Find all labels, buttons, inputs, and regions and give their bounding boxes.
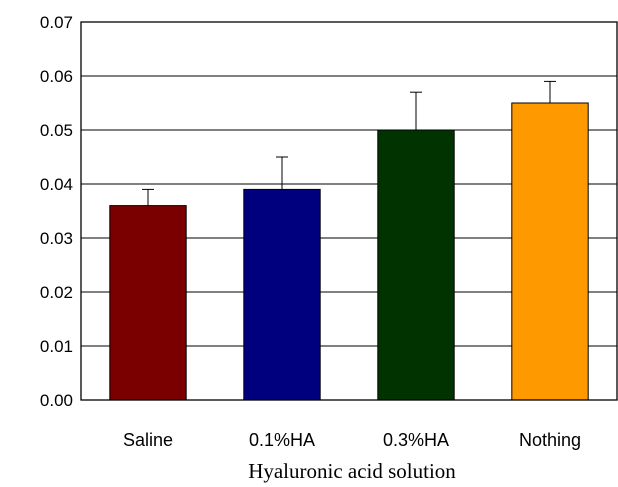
y-tick-label: 0.05 [40, 121, 73, 140]
y-tick-label: 0.02 [40, 283, 73, 302]
bar [377, 129, 455, 401]
x-tick-label: 0.3%HA [383, 430, 449, 450]
y-axis-ticks: 0.00 0.01 0.02 0.03 0.04 0.05 0.06 0.07 [40, 13, 73, 410]
bar [109, 205, 187, 401]
bars [109, 102, 589, 401]
y-tick-label: 0.04 [40, 175, 73, 194]
bar [243, 188, 321, 401]
bar [511, 102, 589, 401]
y-tick-label: 0.03 [40, 229, 73, 248]
error-bars [142, 80, 556, 206]
x-tick-label: Saline [123, 430, 173, 450]
x-axis-categories: Saline 0.1%HA 0.3%HA Nothing [123, 430, 581, 450]
x-axis-title: Hyaluronic acid solution [248, 459, 456, 483]
y-tick-label: 0.07 [40, 13, 73, 32]
x-tick-label: Nothing [519, 430, 581, 450]
y-tick-label: 0.01 [40, 337, 73, 356]
y-tick-label: 0.00 [40, 391, 73, 410]
x-tick-label: 0.1%HA [249, 430, 315, 450]
plot-area-frame [80, 21, 618, 401]
y-tick-label: 0.06 [40, 67, 73, 86]
